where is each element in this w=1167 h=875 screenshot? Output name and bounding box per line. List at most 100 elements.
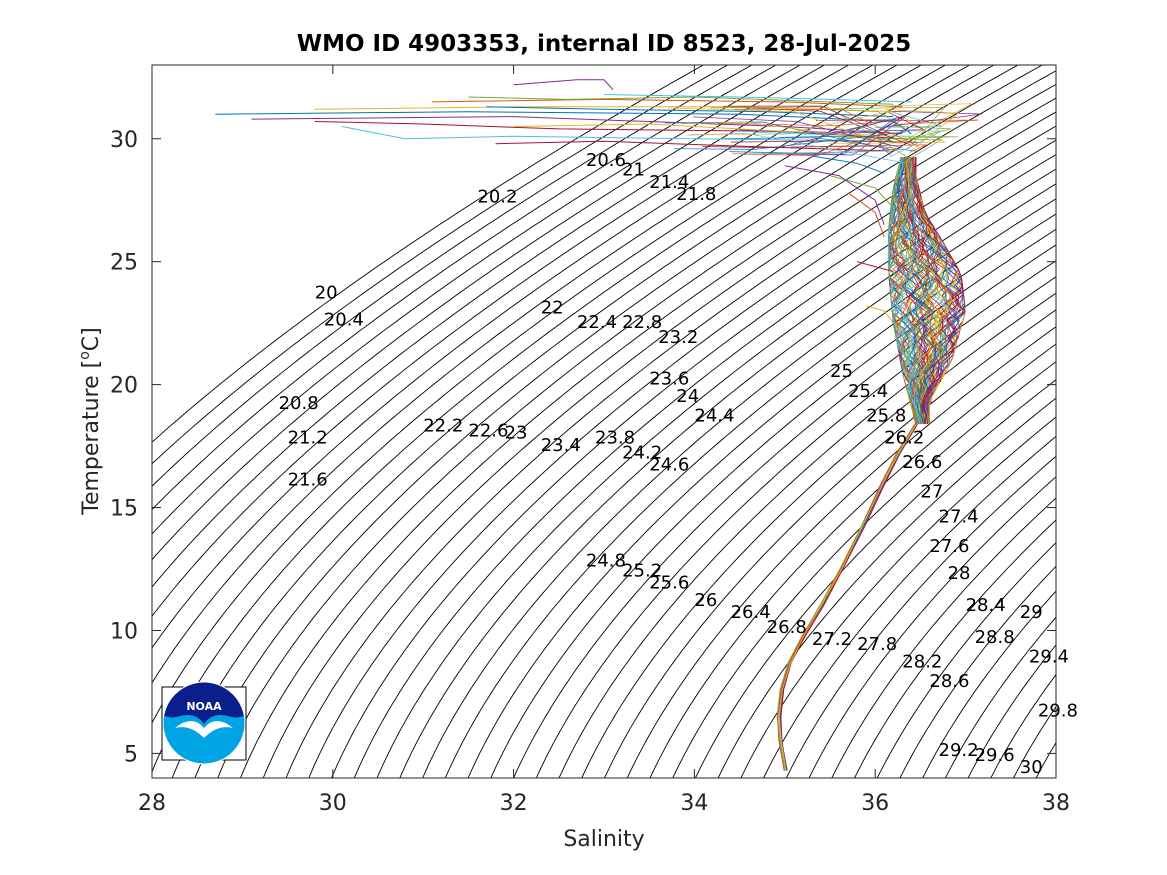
isopycnal-line xyxy=(922,590,1056,778)
isopycnal-line xyxy=(513,244,1056,778)
profile-surface-spread xyxy=(874,111,943,128)
contour-label: 22.8 xyxy=(622,312,662,333)
contour-label: 20.6 xyxy=(586,150,626,171)
contour-label: 20.8 xyxy=(279,393,319,414)
contour-label: 27 xyxy=(920,482,943,503)
contour-label: 28.4 xyxy=(966,595,1006,616)
profile-surface-tail xyxy=(513,79,614,90)
profile-surface-spread xyxy=(778,135,892,141)
isopycnal-line xyxy=(353,139,1056,778)
contour-label: 25.8 xyxy=(866,406,906,427)
contour-label: 26 xyxy=(694,590,717,611)
isopycnal-line xyxy=(581,292,1056,778)
profile-surface-tail xyxy=(486,106,894,118)
isopycnal-line xyxy=(171,65,995,778)
isopycnal-line xyxy=(444,198,1056,778)
profile-bundle xyxy=(905,157,948,425)
contour-label: 21 xyxy=(622,160,645,181)
x-tick-label: 34 xyxy=(680,791,708,816)
contour-label: 22 xyxy=(541,297,564,318)
profile-surface-spread xyxy=(702,115,906,149)
profile-lines xyxy=(215,79,983,771)
contour-label: 28.6 xyxy=(929,671,969,692)
contour-label: 23 xyxy=(505,423,528,444)
isopycnal-line xyxy=(899,565,1056,778)
contour-label: 20 xyxy=(315,283,338,304)
axes-box xyxy=(151,64,1057,779)
isopycnal-line xyxy=(152,65,874,617)
profile-bundle xyxy=(912,157,966,425)
isopycnal-line xyxy=(152,65,947,724)
isopycnal-line xyxy=(399,168,1056,778)
isopycnal-line xyxy=(152,65,899,649)
isopycnal-line xyxy=(990,673,1056,778)
isopycnal-line xyxy=(194,65,1019,778)
profile-surface-spread xyxy=(667,107,887,146)
profile-surface-spread xyxy=(858,119,979,125)
profile-surface-spread xyxy=(722,105,888,136)
isopycnal-line xyxy=(876,541,1056,778)
contour-label: 28.2 xyxy=(902,651,942,672)
contour-label: 26.6 xyxy=(902,452,942,473)
profile-bundle xyxy=(897,157,966,425)
isopycnal-line xyxy=(152,65,729,465)
contour-label: 20.4 xyxy=(324,310,364,331)
x-tick-label: 32 xyxy=(500,791,528,816)
x-tick-label: 30 xyxy=(319,791,347,816)
profile-surface-tail xyxy=(784,165,885,225)
contour-label: 23.4 xyxy=(541,435,581,456)
profile-surface-spread xyxy=(664,121,890,150)
profile-surface-spread xyxy=(786,116,906,156)
x-axis-label: Salinity xyxy=(563,827,644,852)
isopycnal-line xyxy=(535,260,1056,778)
contour-label: 29.2 xyxy=(939,740,979,761)
profile-surface-tail xyxy=(603,94,912,103)
contour-label: 27.8 xyxy=(857,634,897,655)
isopycnal-line xyxy=(467,213,1056,778)
isopycnal-line xyxy=(808,476,1056,778)
y-tick-label: 30 xyxy=(110,128,138,153)
profile-surface-spread xyxy=(732,131,887,156)
profile-trunk xyxy=(780,401,933,771)
profile-surface-spread xyxy=(879,103,972,139)
profile-surface-tail xyxy=(866,305,894,324)
contour-label: 29 xyxy=(1020,602,1043,623)
contour-label: 25 xyxy=(830,361,853,382)
y-axis-label: Temperature [oC] xyxy=(77,327,104,515)
y-tick-label: 5 xyxy=(124,742,138,767)
contour-label: 22.2 xyxy=(423,415,463,436)
profile-surface-spread xyxy=(734,108,920,148)
isopycnal-line xyxy=(240,70,1056,778)
y-axis-label-degree: o xyxy=(77,351,93,360)
isopycnal-contours xyxy=(152,65,1056,778)
logo-ring xyxy=(162,681,246,765)
profile-bundle xyxy=(891,157,919,425)
isopycnal-line xyxy=(376,154,1056,778)
logo-text: NOAA xyxy=(186,700,222,713)
profile-trunk xyxy=(778,401,932,771)
contour-label: 21.4 xyxy=(649,172,689,193)
contour-label: 22.6 xyxy=(468,420,508,441)
y-axis-label-prefix: Temperature [ xyxy=(79,360,104,516)
profile-surface-tail xyxy=(847,192,885,238)
y-axis-label-suffix: C] xyxy=(79,327,104,351)
x-tick-label: 38 xyxy=(1042,791,1070,816)
contour-label: 26.4 xyxy=(731,602,771,623)
contour-label: 23.2 xyxy=(658,327,698,348)
isopycnal-line xyxy=(285,97,1056,778)
profile-bundle xyxy=(910,157,960,425)
contour-label: 20.2 xyxy=(477,187,517,208)
profile-bundle xyxy=(888,157,918,425)
isopycnal-line xyxy=(694,379,1056,778)
contour-label: 27.6 xyxy=(929,536,969,557)
contour-label: 24.8 xyxy=(586,551,626,572)
profile-surface-tail xyxy=(811,155,885,174)
logo-sky xyxy=(163,682,245,724)
contour-label: 23.6 xyxy=(649,369,689,390)
contour-label: 29.4 xyxy=(1029,646,1069,667)
profile-surface-spread xyxy=(741,150,892,155)
y-tick-label: 10 xyxy=(110,619,138,644)
contour-label: 28 xyxy=(948,563,971,584)
isopycnal-line xyxy=(717,397,1056,778)
